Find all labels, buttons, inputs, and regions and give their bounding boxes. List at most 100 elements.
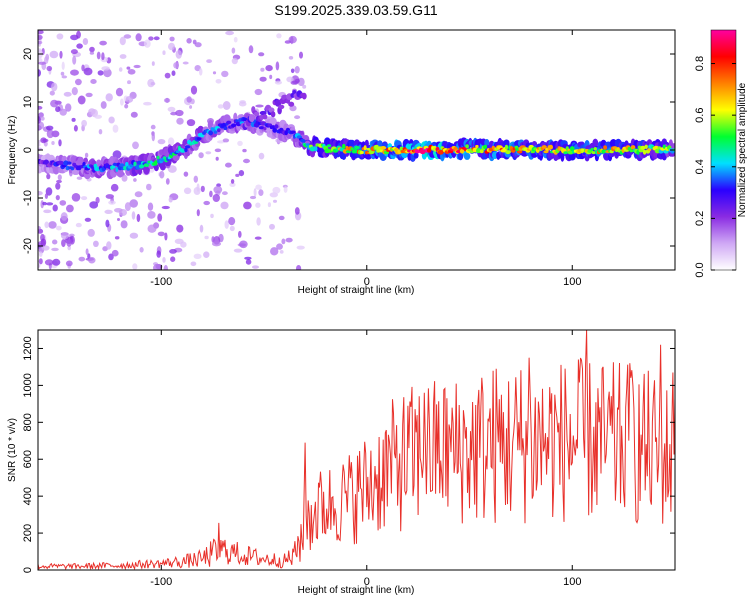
spectrogram-noise-blob: [276, 33, 282, 39]
spectrogram-ridge-blob: [156, 155, 160, 160]
spectrogram-noise-blob: [165, 178, 170, 185]
spectrogram-halo-blob: [592, 138, 599, 148]
spectrogram-noise-blob: [157, 231, 165, 237]
spectrogram-noise-blob: [151, 132, 155, 142]
spectrogram-halo-blob: [77, 156, 84, 165]
spectrogram-ridge-blob: [90, 165, 94, 169]
spectrogram-noise-blob: [90, 79, 97, 84]
spectrogram-noise-blob: [176, 117, 184, 125]
spectrogram-noise-blob: [127, 80, 131, 85]
spectrogram-noise-blob: [169, 249, 177, 254]
spectrogram-noise-blob: [146, 183, 152, 191]
snr-ytick-label: 600: [22, 450, 34, 468]
spectrogram-noise-blob: [96, 51, 101, 60]
spectrogram-ridge-blob: [43, 159, 49, 165]
spectrogram-noise-blob: [105, 219, 110, 228]
spectrogram-ridge-blob: [300, 138, 306, 143]
spectrogram-noise-blob: [123, 34, 132, 39]
spectrogram-branch-blob: [248, 114, 255, 122]
colorbar-tick-label: 0.8: [694, 56, 706, 71]
spectrogram-ridge-blob: [505, 150, 511, 155]
spectrogram-noise-blob: [56, 33, 64, 40]
colorbar: 0.0 0.2 0.4 0.6 0.8 Normalized spectral ampl…: [694, 29, 748, 278]
spectrogram-ridge-blob: [231, 123, 237, 128]
spectrogram-noise-blob: [127, 69, 136, 75]
spectrogram-noise-blob: [294, 115, 301, 120]
spectrogram-noise-blob: [267, 202, 271, 208]
spectrogram-noise-blob: [76, 43, 83, 49]
spectrogram-noise-blob: [136, 213, 141, 223]
spectrogram-noise-blob: [83, 67, 93, 76]
spectrogram-ridge-blob: [459, 149, 465, 154]
spectrogram-noise-blob: [46, 129, 54, 139]
spectrogram-noise-blob: [75, 222, 82, 228]
spectrogram-halo-blob: [116, 167, 124, 178]
spectrogram-ytick-label: 20: [22, 48, 34, 60]
spectrogram-noise-blob: [230, 179, 235, 184]
spectrogram-noise-blob: [82, 38, 89, 45]
spectrogram-noise-blob: [46, 202, 54, 206]
spectrogram-noise-blob: [100, 101, 107, 109]
spectrogram-noise-blob: [135, 33, 142, 42]
spectrogram-noise-blob: [120, 220, 128, 229]
spectrogram-noise-blob: [43, 209, 52, 214]
spectrogram-noise-blob: [97, 70, 104, 76]
spectrogram-noise-blob: [239, 240, 248, 249]
spectrogram-noise-blob: [299, 51, 303, 59]
snr-ylabel: SNR (10 * v/v): [7, 418, 18, 482]
spectrogram-noise-blob: [38, 226, 41, 230]
spectrogram-noise-blob: [163, 98, 171, 103]
spectrogram-noise-blob: [55, 225, 62, 231]
spectrogram-noise-blob: [120, 98, 124, 106]
spectrogram-noise-blob: [203, 251, 210, 258]
spectrogram-noise-blob: [108, 116, 115, 124]
spectrogram-noise-blob: [156, 250, 161, 258]
spectrogram-noise-blob: [84, 217, 92, 222]
spectrogram-noise-blob: [302, 84, 307, 89]
spectrogram-noise-blob: [115, 87, 124, 97]
spectrogram-noise-blob: [167, 106, 176, 112]
spectrogram-noise-blob: [105, 93, 113, 102]
spectrogram-noise-blob: [89, 51, 95, 55]
spectrogram-noise-blob: [210, 213, 214, 219]
spectrogram-noise-blob: [183, 187, 192, 195]
spectrogram-noise-blob: [190, 261, 197, 267]
spectrogram-ridge-blob: [184, 145, 191, 149]
spectrogram-noise-blob: [106, 241, 112, 250]
spectrogram-noise-blob: [254, 236, 262, 240]
spectrogram-ridge-blob: [223, 126, 228, 130]
spectrogram-noise-blob: [186, 119, 196, 127]
spectrogram-ytick-label: -10: [22, 190, 34, 206]
spectrogram-noise-blob: [59, 200, 67, 206]
spectrogram-noise-blob: [77, 95, 86, 105]
spectrogram-ridge-blob: [111, 165, 116, 169]
spectrogram-noise-blob: [129, 199, 138, 208]
spectrogram-noise-blob: [200, 185, 205, 193]
spectrogram-noise-blob: [147, 224, 157, 233]
spectrogram-noise-blob: [49, 90, 55, 96]
spectrogram-noise-blob: [132, 263, 138, 270]
spectrogram-noise-blob: [273, 199, 277, 203]
spectrogram-noise-blob: [186, 38, 192, 44]
spectrogram-noise-blob: [276, 243, 283, 250]
spectrogram-ridge-blob: [63, 160, 69, 166]
spectrogram-noise-blob: [164, 72, 171, 79]
spectrogram-ridge-blob: [263, 127, 267, 131]
spectrogram-noise-blob: [38, 34, 43, 40]
spectrogram-noise-blob: [180, 241, 187, 248]
spectrogram-noise-blob: [70, 69, 79, 76]
spectrogram-ridge-blob: [662, 144, 666, 149]
spectrogram-noise-blob: [189, 105, 193, 109]
spectrogram-noise-blob: [118, 67, 123, 72]
spectrogram-noise-blob: [229, 182, 236, 187]
spectrogram-ridge-blob: [342, 143, 346, 149]
spectrogram-noise-blob: [258, 52, 265, 57]
spectrogram-noise-blob: [217, 104, 224, 109]
spectrogram-noise-blob: [57, 174, 62, 181]
spectrogram-ridge-blob: [352, 149, 359, 154]
spectrogram-ridge-blob: [630, 145, 636, 150]
spectrogram-noise-blob: [170, 111, 178, 116]
spectrogram-ridge-blob: [541, 145, 547, 149]
